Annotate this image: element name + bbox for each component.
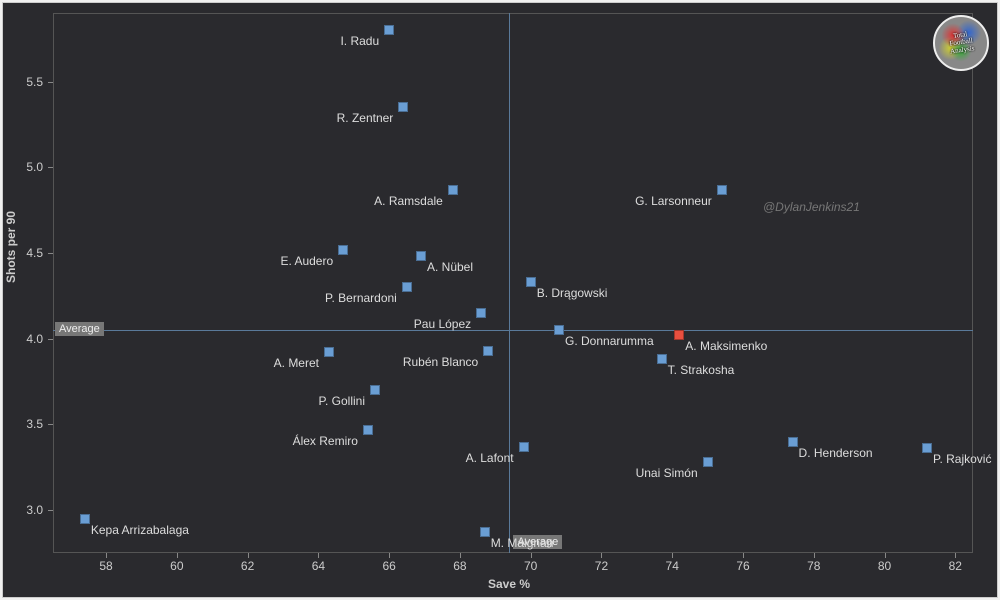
y-tick: [48, 510, 53, 511]
x-tick: [814, 553, 815, 558]
y-tick: [48, 424, 53, 425]
x-tick-label: 68: [453, 559, 466, 573]
y-tick-label: 3.5: [26, 417, 43, 431]
data-point[interactable]: [554, 325, 564, 335]
data-point-label: G. Donnarumma: [565, 334, 654, 348]
x-tick-label: 72: [595, 559, 608, 573]
data-point[interactable]: [480, 527, 490, 537]
data-point[interactable]: [717, 185, 727, 195]
x-tick: [531, 553, 532, 558]
x-tick: [106, 553, 107, 558]
x-tick-label: 58: [99, 559, 112, 573]
x-tick: [885, 553, 886, 558]
plot-area: [53, 13, 973, 553]
x-tick-label: 78: [807, 559, 820, 573]
data-point-label: P. Rajković: [933, 452, 991, 466]
average-label-y: Average: [55, 322, 104, 336]
data-point-label: M. Maignan: [491, 536, 554, 550]
data-point[interactable]: [922, 443, 932, 453]
brand-logo-text: Total Football Analysis: [947, 30, 974, 55]
data-point-label: E. Audero: [280, 254, 333, 268]
data-point[interactable]: [476, 308, 486, 318]
data-point[interactable]: [483, 346, 493, 356]
y-tick-label: 5.5: [26, 75, 43, 89]
x-tick-label: 66: [382, 559, 395, 573]
x-tick: [955, 553, 956, 558]
data-point[interactable]: [657, 354, 667, 364]
data-point-label: B. Drągowski: [537, 286, 608, 300]
data-point[interactable]: [788, 437, 798, 447]
x-tick: [743, 553, 744, 558]
x-tick-label: 64: [312, 559, 325, 573]
y-tick: [48, 253, 53, 254]
data-point-label: A. Lafont: [466, 451, 514, 465]
data-point-label: A. Maksimenko: [685, 339, 767, 353]
data-point[interactable]: [402, 282, 412, 292]
data-point-label: Álex Remiro: [293, 434, 358, 448]
average-vertical-line: [509, 13, 510, 553]
data-point-label: A. Meret: [274, 356, 319, 370]
data-point[interactable]: [384, 25, 394, 35]
data-point[interactable]: [526, 277, 536, 287]
data-point-label: A. Ramsdale: [374, 194, 443, 208]
data-point[interactable]: [363, 425, 373, 435]
y-tick: [48, 82, 53, 83]
watermark-text: @DylanJenkins21: [763, 200, 860, 214]
x-axis-label: Save %: [488, 577, 530, 591]
data-point[interactable]: [519, 442, 529, 452]
y-tick-label: 5.0: [26, 160, 43, 174]
data-point-label: T. Strakosha: [668, 363, 735, 377]
x-tick: [601, 553, 602, 558]
data-point-label: P. Gollini: [319, 394, 365, 408]
average-horizontal-line: [53, 330, 973, 331]
data-point[interactable]: [674, 330, 684, 340]
data-point-label: Rubén Blanco: [403, 355, 478, 369]
y-tick: [48, 339, 53, 340]
data-point-label: Kepa Arrizabalaga: [91, 523, 189, 537]
data-point-label: G. Larsonneur: [635, 194, 712, 208]
y-tick: [48, 167, 53, 168]
data-point-label: A. Nübel: [427, 260, 473, 274]
x-tick-label: 60: [170, 559, 183, 573]
x-tick-label: 74: [666, 559, 679, 573]
y-tick-label: 4.0: [26, 332, 43, 346]
x-tick: [248, 553, 249, 558]
data-point-label: I. Radu: [340, 34, 379, 48]
data-point[interactable]: [448, 185, 458, 195]
x-tick: [177, 553, 178, 558]
data-point[interactable]: [80, 514, 90, 524]
data-point[interactable]: [338, 245, 348, 255]
data-point-label: D. Henderson: [799, 446, 873, 460]
data-point-label: P. Bernardoni: [325, 291, 397, 305]
data-point[interactable]: [370, 385, 380, 395]
y-tick-label: 4.5: [26, 246, 43, 260]
chart-frame: Save % Shots per 90 @DylanJenkins21 Tota…: [2, 2, 998, 598]
y-axis-label: Shots per 90: [4, 211, 18, 283]
x-tick: [318, 553, 319, 558]
x-tick: [672, 553, 673, 558]
data-point-label: R. Zentner: [337, 111, 394, 125]
x-tick: [460, 553, 461, 558]
x-tick: [389, 553, 390, 558]
brand-logo: Total Football Analysis: [933, 15, 989, 71]
data-point[interactable]: [324, 347, 334, 357]
x-tick-label: 80: [878, 559, 891, 573]
data-point-label: Unai Simón: [636, 466, 698, 480]
x-tick-label: 82: [949, 559, 962, 573]
x-tick-label: 62: [241, 559, 254, 573]
x-tick-label: 70: [524, 559, 537, 573]
data-point[interactable]: [416, 251, 426, 261]
data-point[interactable]: [398, 102, 408, 112]
x-tick-label: 76: [736, 559, 749, 573]
data-point[interactable]: [703, 457, 713, 467]
data-point-label: Pau López: [414, 317, 471, 331]
y-tick-label: 3.0: [26, 503, 43, 517]
